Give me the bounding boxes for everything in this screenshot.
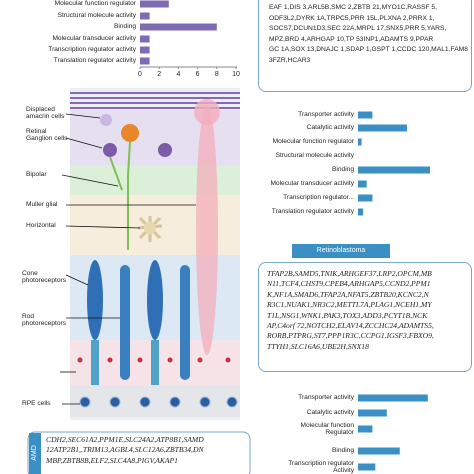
x-tick-label: 4 [176,71,180,78]
diagram-label: Rod photoreceptors [22,313,66,328]
diagram-label: Muller glial [26,201,58,208]
bar [358,409,387,417]
gene-line: R3C1,NUAK1,NR3C2,METTL7A,PLAG1,NCEH1,MY [267,300,432,310]
gene-line: ODF3L2,DYRK 1A,TRPC5,PRR 15L,PLXNA 2,PRR… [269,14,435,22]
bar [140,35,150,43]
gene-line: K,NF1A,SMAD6,TFAP2A,NFAT5,ZBTB20,KCNC2,N [267,289,429,299]
category-label: Transcription regulator... [283,194,354,202]
gene-line: GC 1A,SOX 13,DNAJC 1,SDAP 1,GSPT 1,CCDC … [269,46,468,54]
gene-line: RORB,PTPRG,ST7,PPP1R3C,CCPG1,IGSF3,FBXO9… [267,331,434,341]
gene-line: 12ATP2B1,,TRIM13,AGBL4,SLC12A6,ZBTB34,DN [46,445,204,455]
gene-line: SOCS7,DCUN1D3,SEC 22A,MRPL 17,SNX5,PRR 5… [269,25,447,33]
ganglion-cell [121,124,139,142]
category-label: Molecular function Regulator [300,421,354,436]
amd-title: AMD [31,445,38,461]
bar [140,46,150,54]
gene-line: MBP,ZBTB8B,ELF2,SLC4A8,PIGV,AKAP1 [46,455,178,465]
ganglion-cell [103,143,117,157]
bar [358,138,362,146]
bar [358,208,364,216]
diagram-label: Retinal Ganglion cells [26,128,68,143]
genes-text: EAF 1,DIS 3,ARL5B,SMC 2,ZBTB 21,MYO1C,RA… [259,0,471,67]
gene-line: EAF 1,DIS 3,ARL5B,SMC 2,ZBTB 21,MYO1C,RA… [269,4,437,11]
gene-line: T1L,NSG1,WNK1,PAK3,TOX3,ADD3,PCYT1B,NCK [267,310,428,320]
muller-endfoot [194,99,220,125]
bar [358,463,376,471]
bar [358,180,367,188]
gene-line: MPZ,BRD 4,ARHGAP 10,TP 53INP1,ADAMTS 9,P… [269,35,434,43]
diagram-label: Cone photoreceptors [22,270,66,285]
bar [358,194,373,202]
retina-diagram [60,88,240,420]
x-tick-label: 8 [215,71,219,78]
rod [180,265,190,380]
bar [140,57,150,65]
rod [120,265,130,380]
category-label: Transporter activity [298,394,354,402]
bar [358,394,428,402]
category-label: Translation regulator activity [53,57,136,65]
category-label: Transporter activity [298,111,354,119]
muller-cell [196,105,218,355]
x-tick-label: 6 [196,71,200,78]
synapses [77,357,231,363]
bar [140,12,150,20]
horizontal-cell [144,222,156,234]
category-label: Catalytic activity [306,409,354,417]
genes-text: CDH2,SEC61A2,PPM1E,SLC24A2,ATP8B1,SAMD 12… [46,435,204,466]
amd-box [27,431,251,474]
bar [358,111,373,119]
layer [70,385,240,417]
category-label: Transcription regulator Activity [288,459,354,474]
gene-line: CDH2,SEC61A2,PPM1E,SLC24A2,ATP8B1,SAMD [46,435,204,444]
cone [87,260,103,340]
retinoblastoma-label-bg [292,244,390,258]
category-label: Binding [332,166,354,174]
diagram-label: Displaced amacrin cells [26,106,65,121]
bar [140,23,217,31]
x-tick-label: 0 [138,71,142,78]
category-label: Binding [114,23,136,31]
cone [147,260,163,340]
gene-line: TTYH1,SLC16A6,UBE2H,SNX18 [267,341,369,351]
category-label: Molecular function regulator [272,138,354,146]
retinoblastoma-title: Retinoblastoma [316,247,366,254]
category-label: Molecular transducer activity [270,180,354,188]
x-tick-label: 2 [157,71,161,78]
gene-line: 3FZR,HCAR3 [269,56,311,64]
diagram-label: Horizontal [26,222,56,229]
category-label: Molecular function regulator [54,0,136,8]
category-label: Transcription regulator activity [48,46,136,54]
category-label: Molecular transducer activity [52,35,136,43]
amacrine-cell [100,114,112,126]
bar [358,124,407,132]
category-label: Translation regulator activity [271,208,354,216]
category-label: Structural molecule activity [275,152,354,160]
bar [358,425,373,433]
category-label: Structural molecule activity [57,12,136,20]
bar [140,0,169,8]
genes-box: EAF 1,DIS 3,ARL5B,SMC 2,ZBTB 21,MYO1C,RA… [258,0,472,92]
diagram-label: RPE cells [22,400,51,407]
amd-label-bg [29,433,41,474]
bar [358,166,430,174]
pointer-lines [60,113,196,405]
rpe-cells [79,396,238,408]
diagram-label: Bipolar [26,171,47,178]
cone-segment [151,340,159,385]
ganglion-cell [158,143,172,157]
gene-line: N11,TCF4,CHST9,CPEB4,ARHGAP5,CCND2,PPM1 [267,279,431,289]
bar [358,447,400,455]
genes-text: TFAP2B,SAMD5,TNIK,ARHGEF37,LRP2,OPCM,MB N… [259,263,471,352]
category-label: Binding [332,447,354,455]
cone-segment [91,340,99,385]
gene-line: TFAP2B,SAMD5,TNIK,ARHGEF37,LRP2,OPCM,MB [267,269,432,278]
x-tick-label: 10 [232,71,240,78]
retinoblastoma-box: TFAP2B,SAMD5,TNIK,ARHGEF37,LRP2,OPCM,MB N… [258,262,472,372]
gene-line: AP,C4orf 72,NOTCH2,ELAV14,ZCCHC24,ADAMTS… [267,321,434,331]
bipolar-cell [109,141,131,250]
category-label: Catalytic activity [306,124,354,132]
